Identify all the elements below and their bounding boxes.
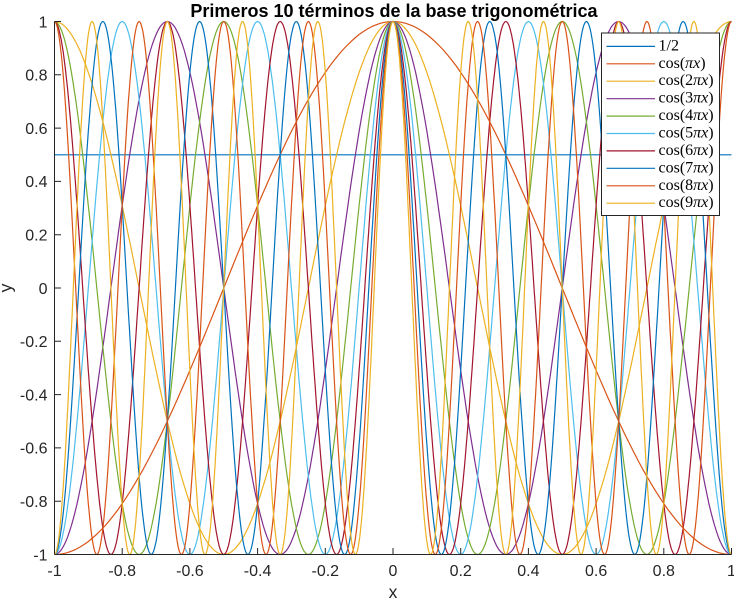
- svg-text:Primeros 10 términos de la bas: Primeros 10 términos de la base trigonom…: [190, 1, 598, 21]
- svg-text:-0.8: -0.8: [108, 563, 136, 580]
- svg-text:cos(2πx): cos(2πx): [659, 72, 714, 89]
- svg-text:0.6: 0.6: [25, 121, 47, 138]
- svg-text:1: 1: [39, 14, 48, 31]
- svg-text:-1: -1: [47, 563, 61, 580]
- svg-text:cos(3πx): cos(3πx): [659, 90, 714, 107]
- svg-text:0.8: 0.8: [653, 563, 675, 580]
- svg-text:0: 0: [389, 563, 398, 580]
- svg-text:cos(5πx): cos(5πx): [659, 125, 714, 142]
- svg-text:x: x: [389, 582, 398, 600]
- svg-text:-0.4: -0.4: [244, 563, 272, 580]
- svg-text:y: y: [0, 283, 16, 292]
- svg-text:0.4: 0.4: [517, 563, 539, 580]
- svg-text:cos(πx): cos(πx): [659, 55, 706, 72]
- svg-text:cos(4πx): cos(4πx): [659, 107, 714, 124]
- svg-text:0.8: 0.8: [25, 68, 47, 85]
- svg-text:1/2: 1/2: [659, 37, 679, 54]
- svg-text:0.4: 0.4: [25, 174, 47, 191]
- svg-text:-0.6: -0.6: [176, 563, 204, 580]
- svg-text:0: 0: [39, 281, 48, 298]
- svg-text:cos(6πx): cos(6πx): [659, 142, 714, 159]
- svg-text:-0.2: -0.2: [312, 563, 340, 580]
- svg-text:1: 1: [727, 563, 734, 580]
- svg-text:cos(7πx): cos(7πx): [659, 159, 714, 176]
- svg-text:-0.2: -0.2: [20, 334, 48, 351]
- svg-text:-0.4: -0.4: [20, 387, 48, 404]
- svg-text:cos(9πx): cos(9πx): [659, 194, 714, 211]
- svg-text:-0.8: -0.8: [20, 494, 48, 511]
- svg-text:0.6: 0.6: [585, 563, 607, 580]
- svg-text:cos(8πx): cos(8πx): [659, 177, 714, 194]
- svg-text:0.2: 0.2: [25, 228, 47, 245]
- svg-text:0.2: 0.2: [450, 563, 472, 580]
- svg-text:-0.6: -0.6: [20, 441, 48, 458]
- svg-text:-1: -1: [33, 547, 47, 564]
